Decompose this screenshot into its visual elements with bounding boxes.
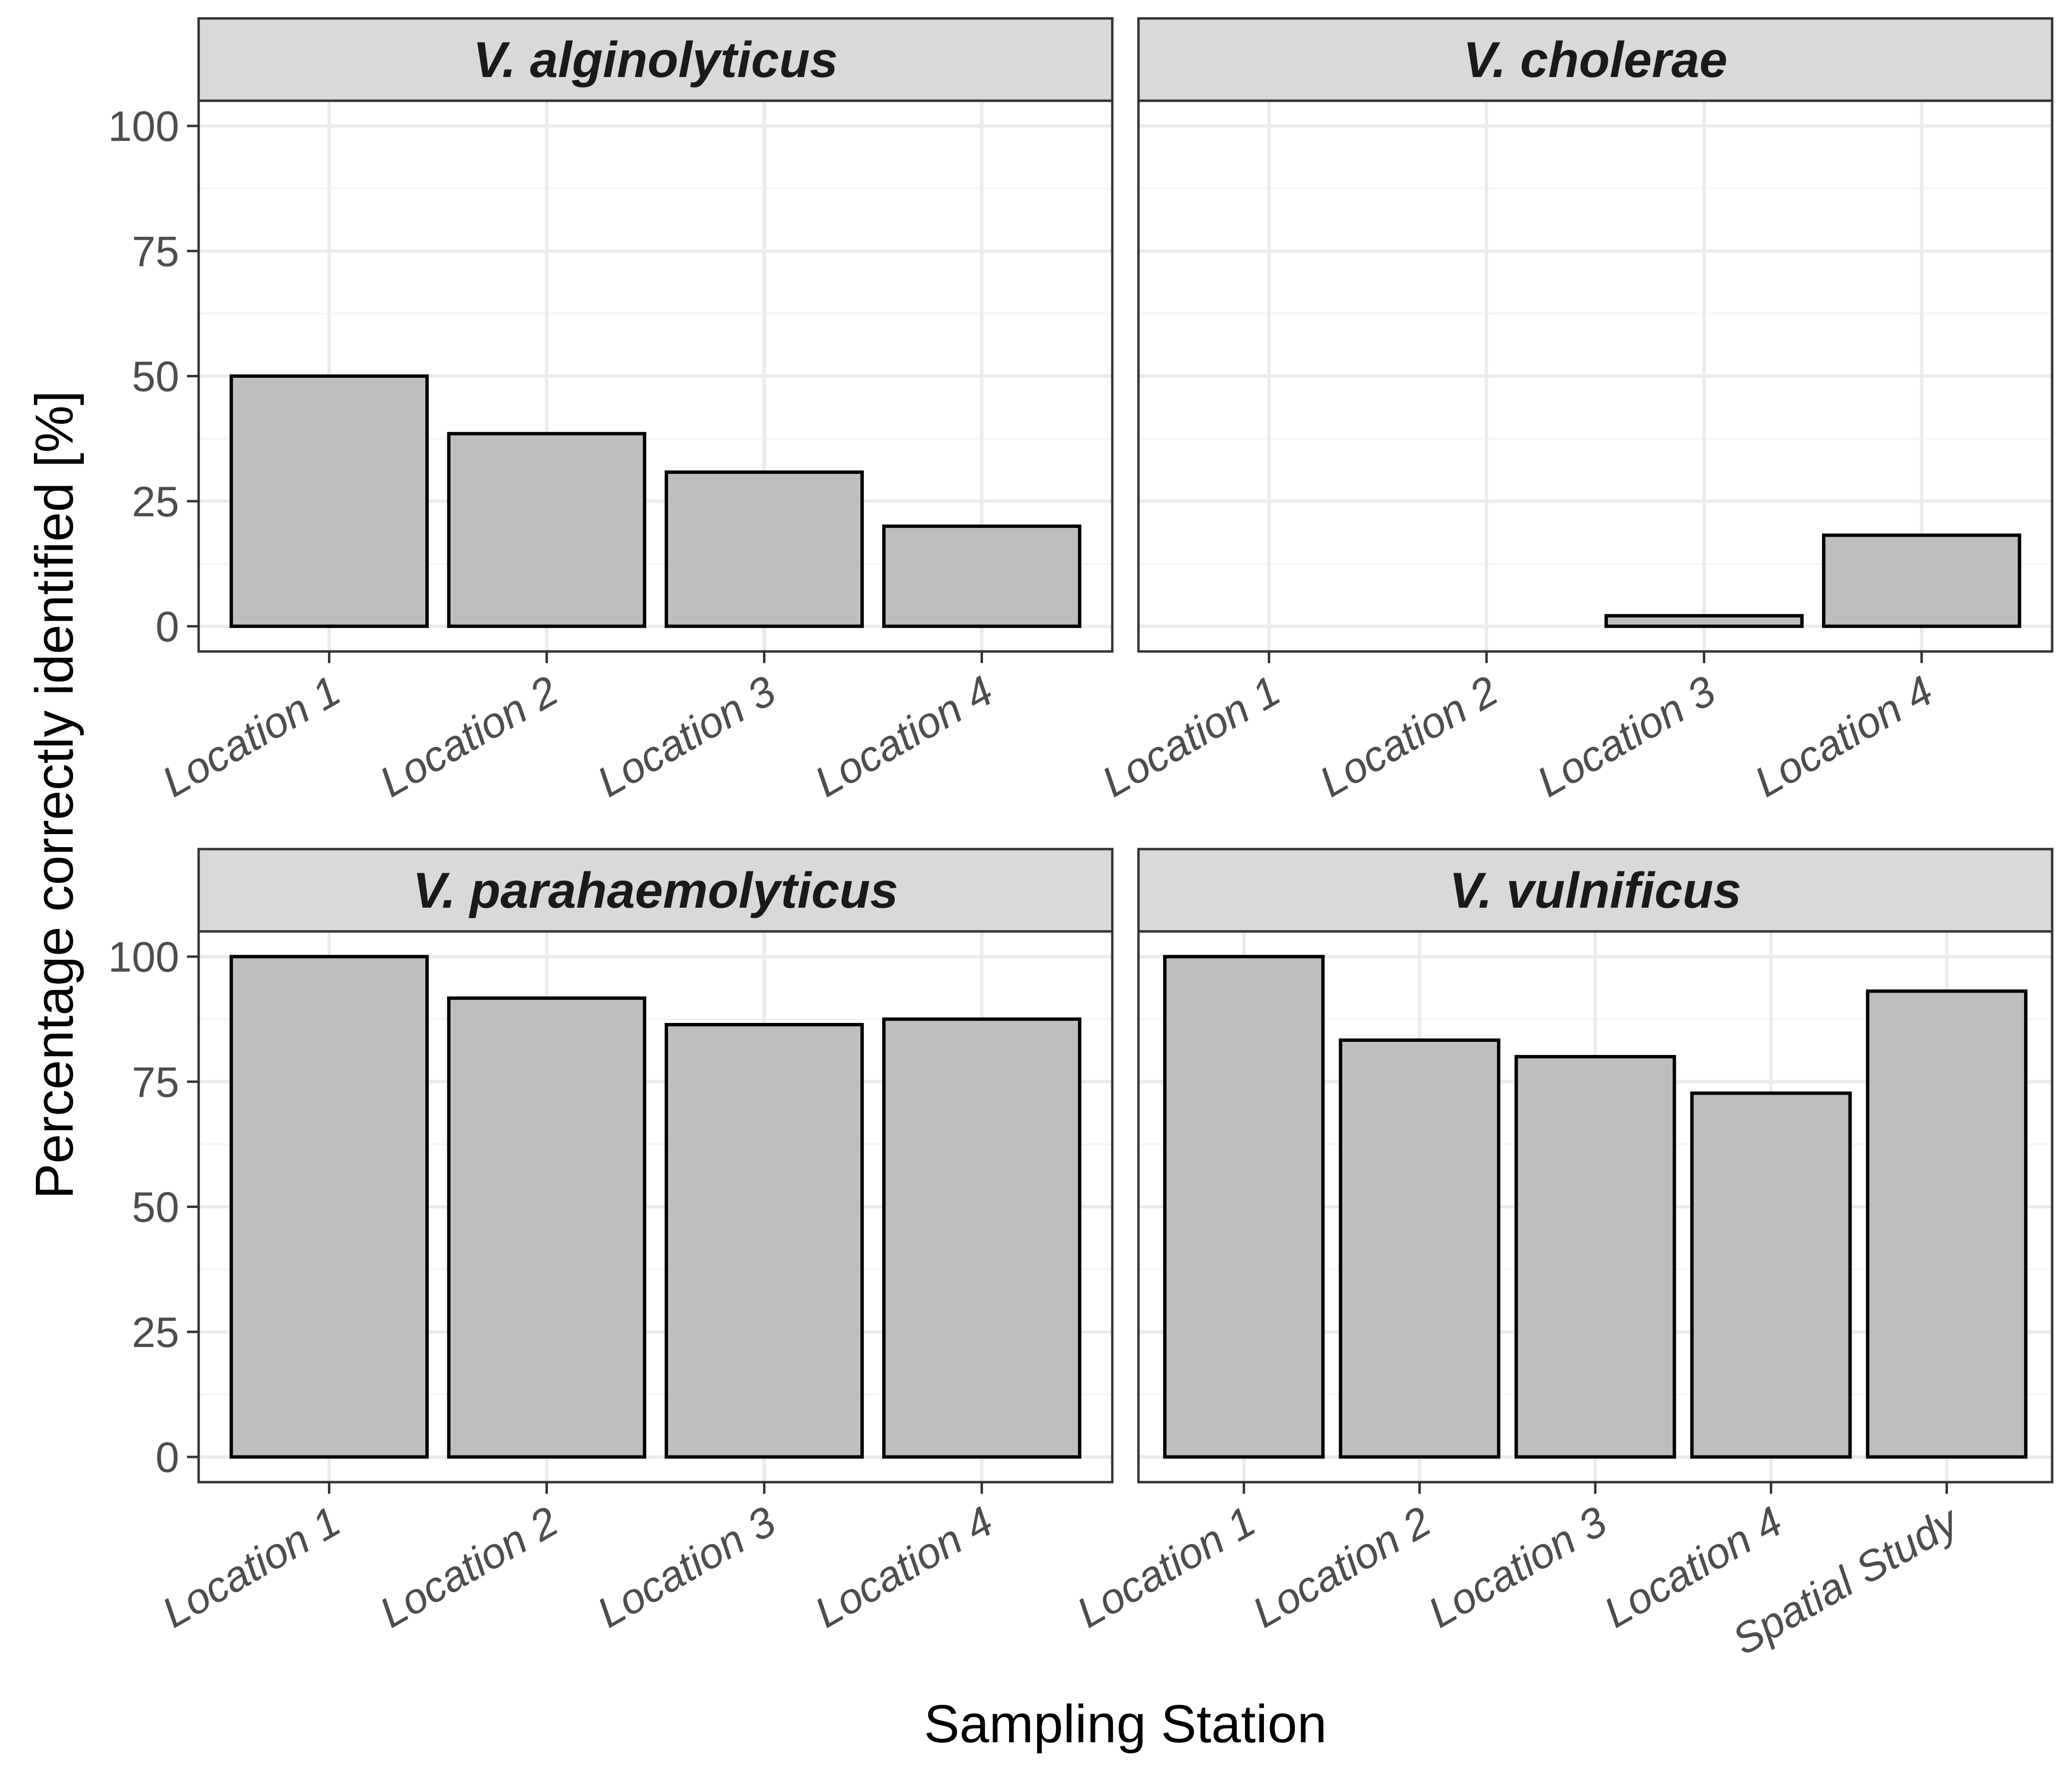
x-tick-label: Location 2 xyxy=(372,1497,566,1637)
bar xyxy=(1866,989,2028,1459)
x-tick-label: Location 2 xyxy=(1245,1497,1439,1637)
facet-strip-title: V. cholerae xyxy=(1463,32,1727,88)
facet-strip xyxy=(1137,17,2054,102)
bar xyxy=(664,470,864,628)
y-axis-title: Percentage correctly identified [%] xyxy=(25,390,84,1199)
bar xyxy=(447,432,647,628)
bar xyxy=(447,996,647,1459)
y-tick-label: 0 xyxy=(156,1433,179,1481)
y-tick-label: 100 xyxy=(108,933,179,981)
y-tick-label: 50 xyxy=(132,1183,179,1231)
bar xyxy=(1604,614,1804,628)
facet-strip-title: V. alginolyticus xyxy=(473,32,838,88)
x-tick-label: Location 1 xyxy=(154,1497,348,1637)
bar xyxy=(1822,533,2022,628)
x-tick-label: Location 3 xyxy=(589,666,783,806)
x-tick-label: Location 4 xyxy=(807,666,1001,806)
bar xyxy=(1163,955,1325,1459)
bar xyxy=(1514,1055,1676,1459)
facet-strip xyxy=(197,848,1114,933)
x-tick-label: Location 1 xyxy=(154,666,348,806)
y-tick-label: 100 xyxy=(108,102,179,150)
x-tick-label: Location 1 xyxy=(1069,1497,1263,1637)
y-tick-label: 75 xyxy=(132,1058,179,1106)
y-tick-label: 75 xyxy=(132,227,179,275)
x-axis-title: Sampling Station xyxy=(924,1694,1327,1754)
facet-strip-title: V. parahaemolyticus xyxy=(413,863,898,919)
bar xyxy=(882,1017,1082,1459)
x-tick-label: Location 2 xyxy=(1311,666,1506,806)
bar xyxy=(229,955,429,1459)
y-tick-label: 25 xyxy=(132,1308,179,1356)
y-tick-label: 0 xyxy=(156,603,179,650)
x-tick-label: Location 4 xyxy=(1746,666,1941,806)
facet-strip-title: V. vulnificus xyxy=(1449,863,1741,919)
facet-strip xyxy=(197,17,1114,102)
x-tick-label: Location 1 xyxy=(1094,666,1288,806)
bar xyxy=(1339,1038,1501,1459)
x-tick-label: Location 4 xyxy=(807,1497,1001,1637)
x-tick-label: Location 3 xyxy=(589,1497,783,1637)
y-tick-label: 25 xyxy=(132,478,179,526)
x-tick-label: Location 3 xyxy=(1529,666,1723,806)
facet-strip xyxy=(1137,848,2054,933)
x-tick-label: Location 3 xyxy=(1420,1497,1614,1637)
bar xyxy=(229,374,429,628)
y-tick-label: 50 xyxy=(132,353,179,401)
x-tick-label: Location 2 xyxy=(372,666,566,806)
bar xyxy=(882,524,1082,628)
bar xyxy=(664,1022,864,1459)
bar xyxy=(1690,1091,1852,1459)
